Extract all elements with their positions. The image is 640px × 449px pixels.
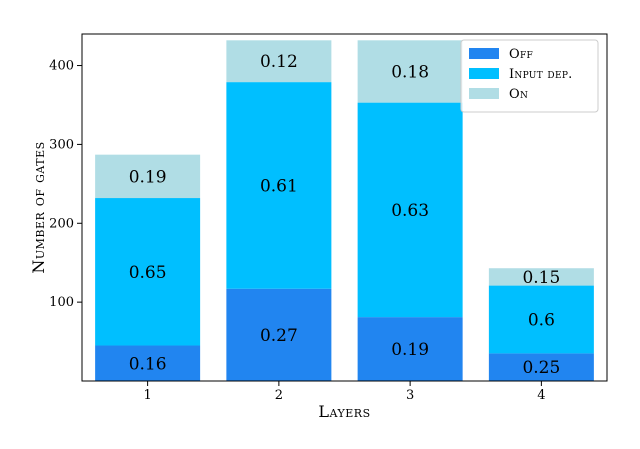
y-tick-label: 400 <box>49 59 74 74</box>
bar-value-label: 0.61 <box>260 176 298 196</box>
legend-swatch <box>469 48 499 59</box>
bar-segment-on-3 <box>357 40 463 103</box>
x-axis-title: Layers <box>318 402 370 421</box>
bar-value-label: 0.18 <box>391 62 429 82</box>
bar-segment-off-1 <box>95 345 201 381</box>
bar-segment-on-1 <box>95 154 201 199</box>
bar-value-label: 0.12 <box>260 52 298 72</box>
bar-value-label: 0.19 <box>391 340 429 360</box>
bar-value-label: 0.63 <box>391 201 429 221</box>
x-tick-label: 1 <box>143 388 151 403</box>
legend-label: Off <box>509 47 533 62</box>
bar-segment-off-2 <box>226 288 332 381</box>
y-tick-label: 100 <box>49 295 74 310</box>
plot-frame <box>81 33 608 382</box>
legend-swatch <box>469 68 499 79</box>
y-axis-ticks: 100 200 300 400 <box>49 59 82 310</box>
bar-segment-on-4 <box>488 268 594 286</box>
y-tick-label: 200 <box>49 216 74 231</box>
y-tick-label: 300 <box>49 137 74 152</box>
legend-swatch <box>469 88 499 99</box>
legend: Off Input dep. On <box>460 39 599 113</box>
bar-value-label: 0.65 <box>129 263 167 283</box>
bar-value-label: 0.27 <box>260 326 298 346</box>
bar-segment-on-2 <box>226 40 332 83</box>
bar-value-label: 0.25 <box>522 358 560 378</box>
bar-segment-off-3 <box>357 317 463 381</box>
x-tick-label: 4 <box>537 388 545 403</box>
bar-value-label: 0.16 <box>129 354 167 374</box>
bar-value-label: 0.15 <box>522 268 560 288</box>
bar-segment-off-4 <box>488 353 594 381</box>
y-axis-title: Number of gates <box>29 141 48 273</box>
x-tick-label: 2 <box>275 388 283 403</box>
legend-label: Input dep. <box>509 67 573 82</box>
x-axis-ticks: 1 2 3 4 <box>143 381 546 403</box>
bar-segment-input-dep-3 <box>357 102 463 318</box>
bar-value-label: 0.6 <box>528 310 555 330</box>
bars-layer <box>95 40 594 381</box>
bar-value-label: 0.19 <box>129 167 167 187</box>
bar-segment-input-dep-2 <box>226 82 332 289</box>
bar-labels-layer: 0.16 0.65 0.19 0.27 0.61 0.12 0.19 0.63 0.18 0.25… <box>129 52 561 378</box>
bar-segment-input-dep-1 <box>95 198 201 346</box>
x-tick-label: 3 <box>406 388 414 403</box>
bar-segment-input-dep-4 <box>488 285 594 354</box>
legend-label: On <box>509 87 528 102</box>
